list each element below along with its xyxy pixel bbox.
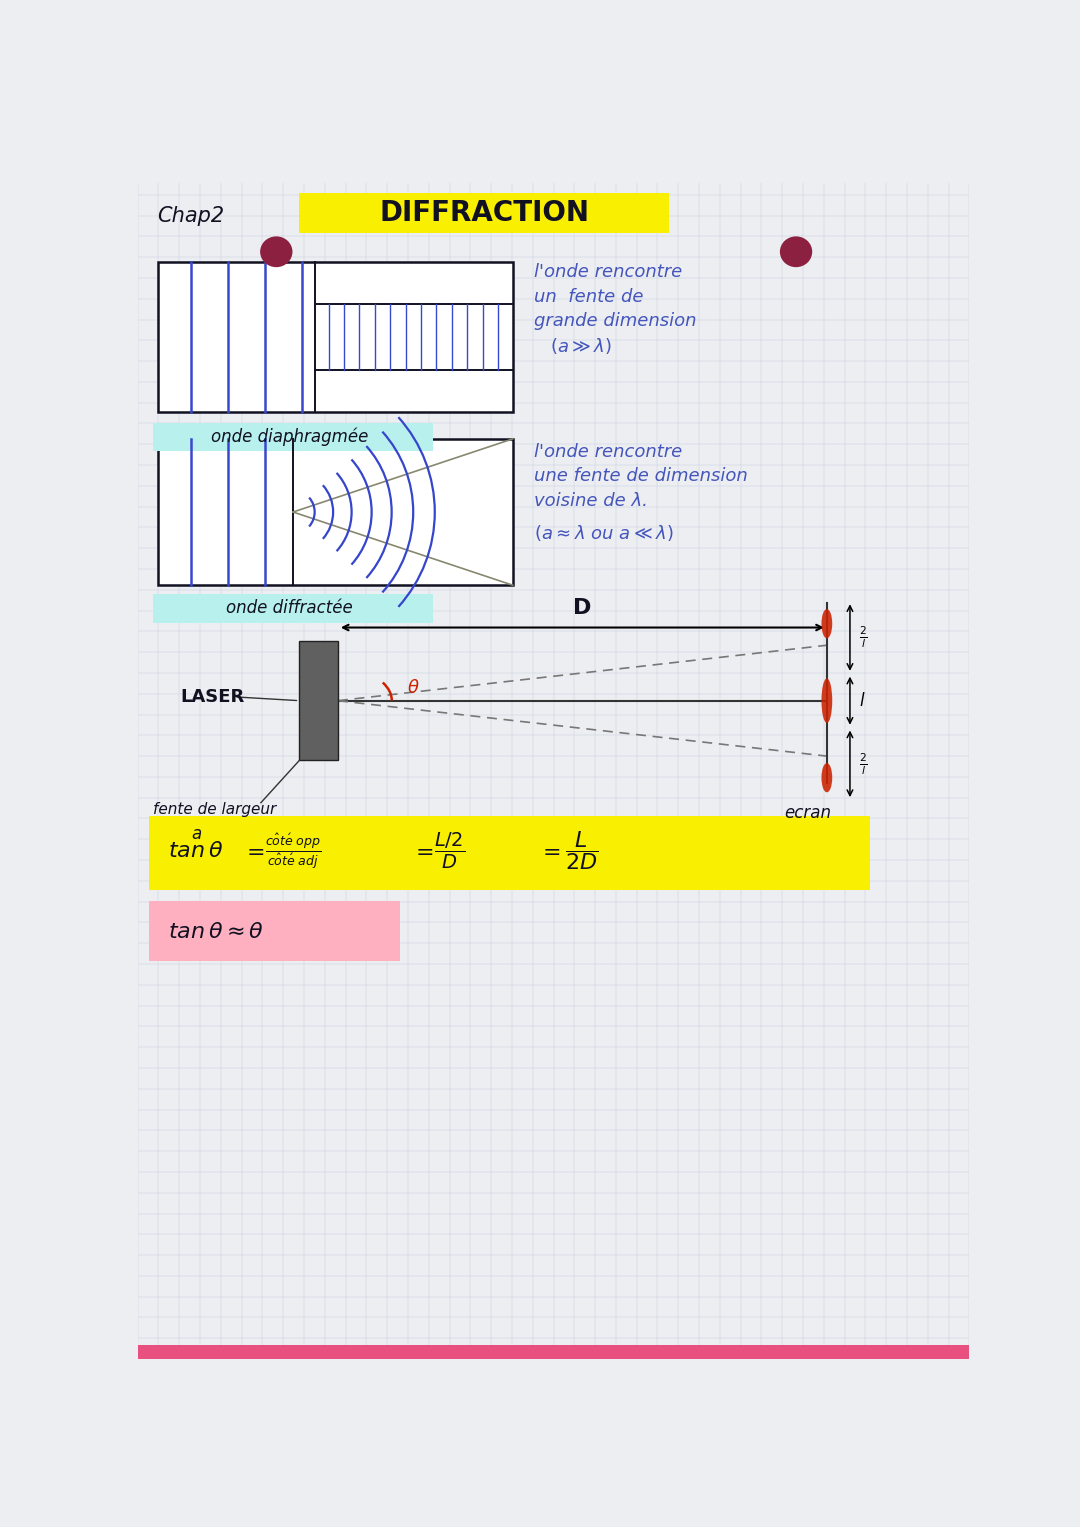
Text: $\frac{c\hat{o}t\acute{e}\;opp}{c\hat{o}t\acute{e}\;adj}$: $\frac{c\hat{o}t\acute{e}\;opp}{c\hat{o}… [265,831,321,870]
Text: a: a [191,825,202,843]
Text: voisine de λ.: voisine de λ. [535,492,648,510]
Text: ecran: ecran [784,803,832,822]
Text: onde diaphragmée: onde diaphragmée [211,428,368,446]
Text: DIFFRACTION: DIFFRACTION [379,199,590,228]
Text: $\frac{2}{l}$: $\frac{2}{l}$ [860,625,868,651]
Text: l'onde rencontre: l'onde rencontre [535,263,683,281]
Bar [137,1345,970,1359]
Text: une fente de dimension: une fente de dimension [535,467,748,486]
Text: $tan\,\theta$: $tan\,\theta$ [168,841,224,861]
Text: fente de largeur: fente de largeur [153,802,276,817]
FancyBboxPatch shape [149,901,401,960]
Text: $=$: $=$ [538,841,561,861]
Ellipse shape [822,764,833,793]
Text: un  fente de: un fente de [535,287,644,305]
FancyBboxPatch shape [153,594,433,623]
Text: $\theta$: $\theta$ [407,680,420,698]
Text: $(a \approx \lambda$ ou $a \ll \lambda)$: $(a \approx \lambda$ ou $a \ll \lambda)$ [535,522,674,544]
FancyBboxPatch shape [153,423,433,450]
Text: grande dimension: grande dimension [535,313,697,330]
Ellipse shape [822,678,833,722]
Text: $(a \gg \lambda)$: $(a \gg \lambda)$ [550,336,611,356]
Text: LASER: LASER [180,687,244,705]
Text: l'onde rencontre: l'onde rencontre [535,443,683,461]
Ellipse shape [780,237,812,267]
Text: D: D [573,599,592,618]
FancyBboxPatch shape [299,194,669,234]
Text: $\frac{2}{l}$: $\frac{2}{l}$ [860,751,868,777]
Text: $l$: $l$ [860,692,866,710]
Bar [159,438,513,585]
Text: $=$: $=$ [242,841,265,861]
Text: $tan\,\theta \approx \theta$: $tan\,\theta \approx \theta$ [168,922,265,942]
Ellipse shape [822,609,833,638]
Text: $\dfrac{L/2}{D}$: $\dfrac{L/2}{D}$ [434,831,465,870]
Text: onde diffractée: onde diffractée [226,599,353,617]
FancyBboxPatch shape [149,815,870,890]
Text: Chap2: Chap2 [157,206,224,226]
Ellipse shape [260,237,293,267]
Text: $=$: $=$ [411,841,434,861]
Bar [159,261,513,412]
Bar [299,641,338,760]
Text: $\dfrac{L}{2D}$: $\dfrac{L}{2D}$ [565,829,598,872]
